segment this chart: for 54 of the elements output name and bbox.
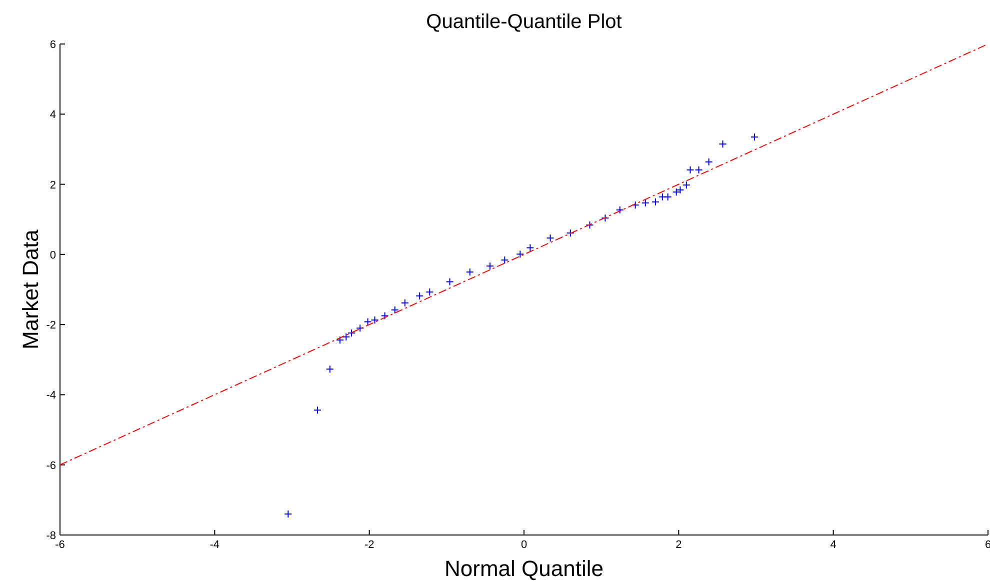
point (348, 328, 356, 337)
point (516, 250, 524, 258)
point (380, 312, 389, 320)
y-tick-label: 6 (50, 39, 56, 51)
y-tick-label: 0 (50, 249, 56, 262)
point (426, 288, 434, 296)
point (466, 268, 474, 276)
point (651, 198, 660, 206)
y-tick-label: -8 (46, 530, 56, 542)
point (546, 234, 554, 242)
point (686, 166, 694, 174)
y-tick-label: 2 (50, 179, 56, 192)
x-tick-label: -2 (364, 539, 374, 551)
point (586, 220, 594, 229)
point (658, 192, 666, 201)
point (694, 166, 703, 174)
point (682, 180, 690, 189)
y-tick-label: -6 (46, 460, 56, 472)
point (370, 316, 379, 324)
point (641, 198, 650, 207)
point (718, 140, 727, 148)
point (631, 200, 640, 209)
point (500, 256, 509, 264)
point (400, 298, 409, 307)
point (526, 244, 534, 252)
point (566, 229, 574, 238)
x-tick-label: 0 (520, 539, 528, 551)
x-tick-label: 2 (676, 539, 682, 551)
y-tick-label: -2 (46, 320, 56, 332)
point (314, 406, 322, 414)
point (750, 132, 758, 141)
point (676, 186, 684, 194)
x-tick-label: 4 (830, 539, 836, 551)
point (390, 306, 399, 314)
point (704, 158, 713, 166)
point (342, 332, 350, 341)
point (356, 324, 364, 332)
point (616, 206, 624, 214)
y-tick-label: -4 (46, 390, 56, 402)
point (601, 214, 610, 222)
point (284, 510, 292, 518)
x-tick-label: -4 (210, 539, 220, 551)
point (416, 292, 424, 300)
point (336, 336, 344, 344)
point (664, 192, 672, 201)
point (446, 278, 454, 286)
x-axis-title: Normal Quantile (444, 556, 604, 581)
point (486, 262, 494, 270)
y-axis-title: Market Data (18, 228, 43, 350)
point (326, 365, 334, 374)
point (364, 318, 372, 326)
chart-title: Quantile-Quantile Plot (426, 11, 622, 33)
y-tick-label: 4 (50, 109, 56, 122)
point (672, 188, 680, 196)
